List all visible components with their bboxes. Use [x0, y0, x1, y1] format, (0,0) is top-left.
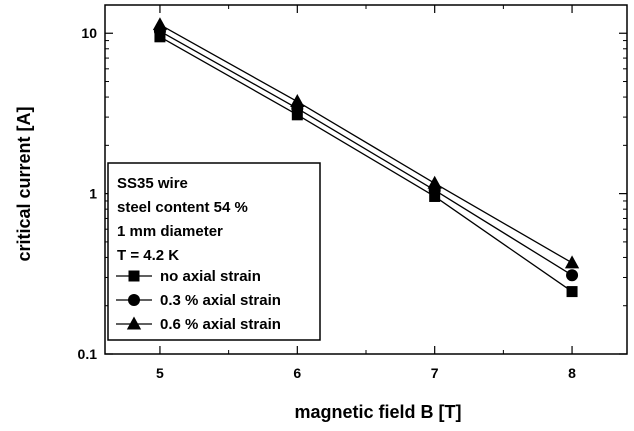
annotation-temperature: T = 4.2 K: [117, 247, 179, 264]
series-layer: [152, 17, 580, 298]
legend-label: 0.3 % axial strain: [160, 292, 281, 309]
data-point-triangle: [564, 255, 580, 269]
series-line-triangle: [159, 24, 573, 264]
legend-label: 0.6 % axial strain: [160, 316, 281, 333]
y-axis-title: critical current [A]: [14, 106, 34, 261]
legend-label: no axial strain: [160, 268, 261, 285]
data-point-circle: [566, 269, 579, 282]
x-tick-label: 6: [293, 365, 301, 381]
annotation-wire: SS35 wire: [117, 175, 188, 192]
data-point-triangle: [290, 94, 305, 108]
legend-box: SS35 wire steel content 54 % 1 mm diamet…: [107, 162, 321, 341]
annotation-steel-content: steel content 54 %: [117, 199, 248, 216]
legend-frame: [107, 162, 321, 341]
series-line-square: [159, 36, 573, 293]
annotation-diameter: 1 mm diameter: [117, 223, 223, 240]
x-tick-label: 7: [431, 365, 439, 381]
y-tick-labels: 0.1 1 10: [78, 25, 98, 362]
x-tick-label: 8: [568, 365, 576, 381]
data-point-triangle: [427, 175, 442, 189]
data-point-square: [429, 190, 441, 202]
legend-marker-square: [128, 270, 140, 282]
data-point-square: [291, 109, 303, 121]
y-tick-label: 0.1: [78, 346, 98, 362]
x-axis-title: magnetic field B [T]: [294, 402, 461, 422]
axis-ticks: [105, 5, 627, 355]
data-point-square: [566, 286, 578, 298]
legend-marker-circle: [128, 294, 140, 306]
y-tick-label: 1: [89, 186, 97, 202]
x-tick-label: 5: [156, 365, 164, 381]
series-line-circle: [159, 30, 573, 276]
legend-entries: no axial strain 0.3 % axial strain 0.6 % a…: [116, 268, 281, 333]
y-tick-label: 10: [81, 25, 97, 41]
legend-marker-triangle: [126, 316, 142, 330]
x-tick-labels: 5 6 7 8: [156, 365, 576, 381]
data-point-triangle: [152, 17, 168, 31]
series-triangle: [152, 17, 580, 269]
